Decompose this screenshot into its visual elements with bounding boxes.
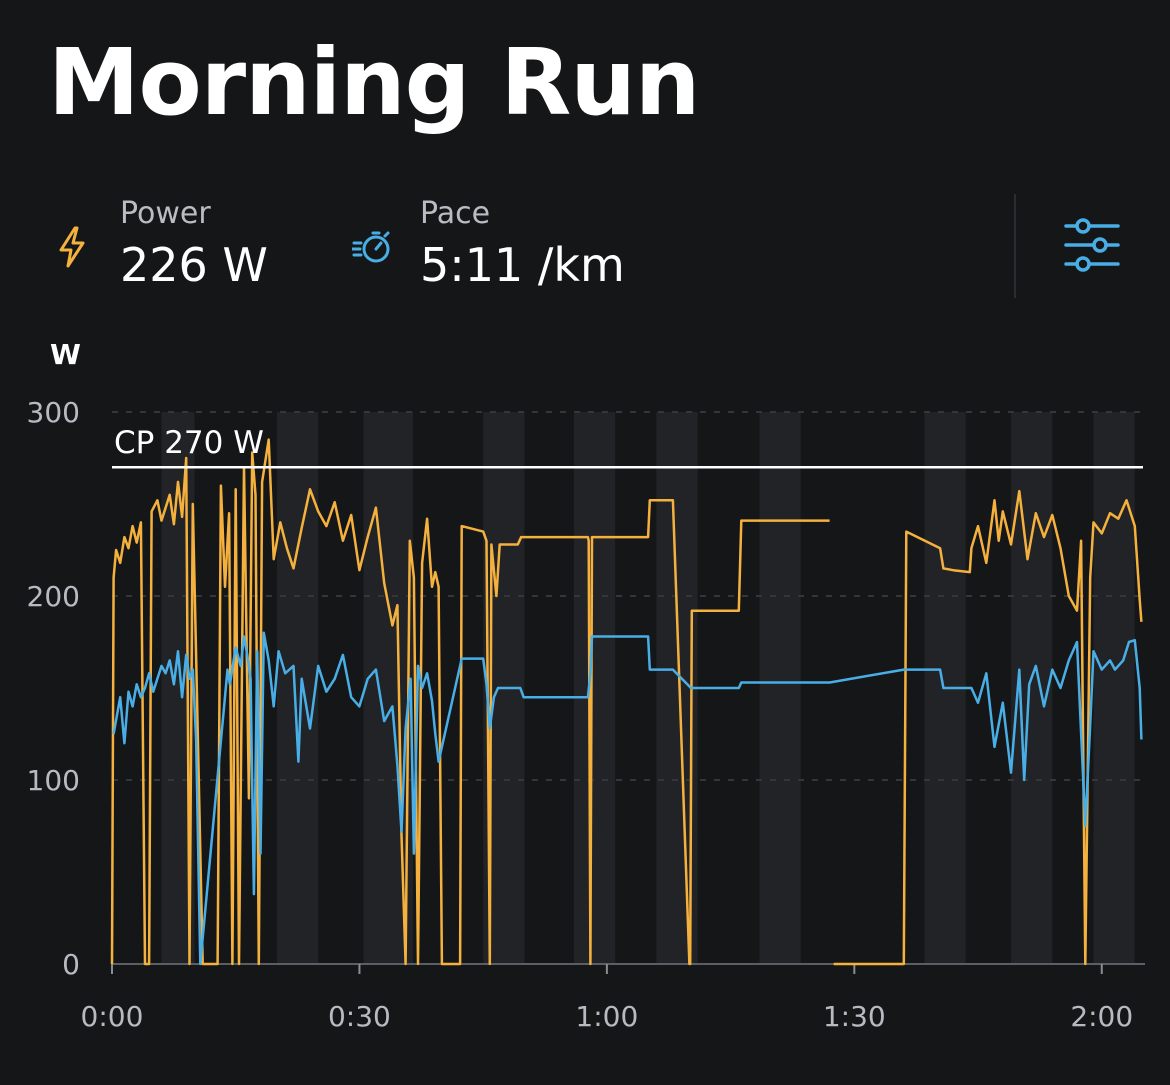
series-lines (110, 438, 1143, 966)
chart-settings-button[interactable] (1058, 212, 1126, 280)
x-tick-label: 1:00 (575, 1000, 638, 1033)
x-tick-label: 2:00 (1070, 1000, 1133, 1033)
header-divider (1014, 194, 1016, 298)
interval-band (276, 412, 319, 964)
lightning-icon (55, 226, 89, 272)
y-axis-unit-label: W (50, 338, 81, 371)
power-value: 226 W (120, 238, 268, 292)
series-line-power (110, 438, 1143, 966)
y-axis-ticks: 0 100 200 300 (27, 396, 80, 981)
interval-band (363, 412, 414, 964)
x-tick-label: 0:00 (81, 1000, 144, 1033)
stopwatch-icon (350, 227, 394, 271)
power-label: Power (120, 196, 211, 231)
y-tick-label: 100 (27, 764, 80, 797)
x-axis-ticks: 0:00 0:30 1:00 1:30 2:00 (81, 964, 1133, 1033)
x-tick-label: 0:30 (328, 1000, 391, 1033)
reference-line-label: CP 270 W (114, 425, 264, 461)
pace-value: 5:11 /km (420, 238, 625, 292)
grid-lines (112, 411, 1145, 965)
pace-label: Pace (420, 196, 491, 231)
interval-band (573, 412, 616, 964)
activity-title: Morning Run (48, 29, 700, 136)
interval-band (759, 412, 801, 964)
interval-band (1093, 412, 1135, 964)
sliders-icon (1064, 218, 1120, 272)
y-tick-label: 200 (27, 580, 80, 613)
x-tick-label: 1:30 (823, 1000, 886, 1033)
y-tick-label: 0 (62, 948, 80, 981)
series-line-pace (112, 631, 1143, 966)
reference-line-group: CP 270 W (112, 425, 1143, 469)
y-tick-label: 300 (27, 396, 80, 429)
power-pace-chart: W 0 100 200 300 0:00 0:30 1:00 1:30 2:00 CP 270… (27, 338, 1145, 1033)
